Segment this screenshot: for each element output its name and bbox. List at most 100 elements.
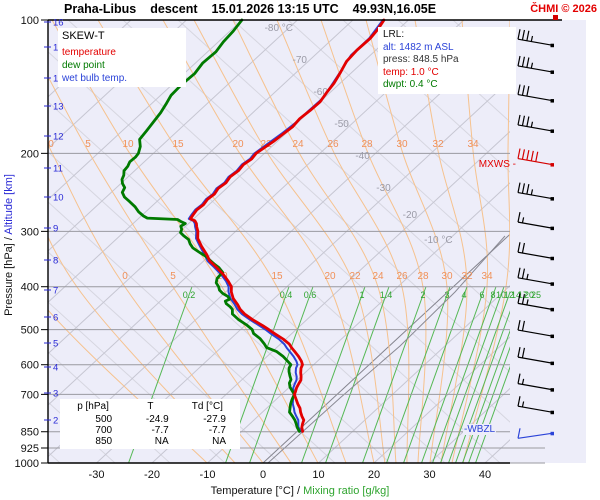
diagram-type-label: SKEW-T — [62, 30, 105, 42]
svg-text:26: 26 — [327, 139, 339, 150]
svg-text:15: 15 — [172, 139, 184, 150]
svg-text:-70: -70 — [293, 55, 308, 66]
svg-text:400: 400 — [21, 282, 39, 294]
svg-text:10: 10 — [122, 139, 134, 150]
station-name: Praha-Libus — [64, 2, 137, 16]
svg-text:3: 3 — [53, 389, 58, 400]
table-row: 700 -7.7 -7.7 — [64, 425, 236, 436]
svg-text:25: 25 — [531, 290, 541, 300]
legend-item-temperature: temperature — [62, 47, 116, 58]
table-cell: NA — [212, 436, 226, 447]
table-header: T — [147, 401, 154, 412]
svg-text:1000: 1000 — [15, 458, 39, 470]
table-cell: 500 — [95, 414, 113, 425]
svg-text:1.4: 1.4 — [380, 290, 393, 300]
lrl-title: LRL: — [383, 29, 405, 40]
legend-item-dew-point: dew point — [62, 60, 105, 71]
wind-barb-wbzl — [517, 428, 554, 439]
svg-text:7: 7 — [53, 286, 58, 297]
svg-text:26: 26 — [396, 271, 408, 282]
table-cell: -27.9 — [203, 414, 226, 425]
wind-barb — [517, 346, 554, 366]
wind-barb — [517, 293, 554, 312]
svg-text:17: 17 — [518, 290, 528, 300]
svg-text:5: 5 — [170, 271, 176, 282]
svg-text:20: 20 — [324, 271, 336, 282]
svg-text:0: 0 — [48, 139, 54, 150]
svg-text:6: 6 — [53, 313, 58, 324]
svg-text:8: 8 — [53, 256, 58, 267]
svg-text:20: 20 — [524, 290, 534, 300]
svg-text:-60: -60 — [313, 87, 328, 98]
wind-barb — [517, 114, 554, 133]
table-cell: -7.7 — [151, 425, 169, 436]
svg-text:0.6: 0.6 — [304, 290, 317, 300]
svg-text:24: 24 — [292, 139, 304, 150]
svg-text:2: 2 — [53, 416, 58, 427]
wind-barb — [517, 84, 554, 103]
copyright-notice: ČHMI © 2026 — [530, 3, 597, 15]
svg-text:1: 1 — [359, 290, 364, 300]
plot-border — [47, 19, 562, 464]
level-data-table: p [hPa] T Td [°C] 500 -24.9 -27.9 700 -7.7 -7.7 8… — [60, 399, 240, 449]
svg-text:-30: -30 — [89, 469, 105, 481]
wind-barb — [517, 242, 554, 261]
svg-text:10: 10 — [496, 290, 506, 300]
svg-text:13: 13 — [53, 102, 64, 113]
svg-text:34: 34 — [467, 139, 479, 150]
wind-barb — [517, 373, 554, 392]
svg-text:32: 32 — [432, 139, 444, 150]
svg-text:0: 0 — [260, 469, 266, 481]
y-axis-title: Pressure [hPa] / Altitude [km] — [3, 174, 15, 316]
chart-title: Praha-Libus descent 15.01.2026 13:15 UTC 49… — [64, 2, 450, 16]
temperature-curve — [188, 18, 386, 433]
table-cell: -7.7 — [208, 425, 226, 436]
station-coords: 49.93N,16.05E — [352, 2, 437, 16]
svg-text:20: 20 — [368, 469, 380, 481]
table-header: Td [°C] — [191, 401, 223, 412]
wind-barb — [517, 182, 554, 201]
wind-barb-mxws — [517, 148, 554, 167]
legend-item-wet-bulb-temp-: wet bulb temp. — [62, 73, 128, 84]
svg-text:24: 24 — [372, 271, 384, 282]
sounding-datetime: 15.01.2026 13:15 UTC — [211, 2, 339, 16]
table-cell: -24.9 — [145, 414, 169, 425]
lrl-info-box: LRL: alt: 1482 m ASL press: 848.5 hPa temp… — [378, 27, 516, 94]
svg-text:12: 12 — [53, 132, 64, 143]
svg-text:-40: -40 — [355, 151, 370, 162]
lrl-info-row: temp: 1.0 °C — [383, 66, 439, 78]
svg-text:2: 2 — [420, 290, 425, 300]
svg-text:-20: -20 — [144, 469, 160, 481]
lrl-info-row: dwpt: 0.4 °C — [383, 79, 438, 90]
wet-bulb-zero-label: -WBZL — [463, 424, 497, 435]
wind-barb — [517, 319, 554, 339]
svg-text:28: 28 — [361, 139, 373, 150]
wind-barbs — [517, 29, 554, 439]
svg-text:10: 10 — [53, 193, 64, 204]
sounding-type: descent — [150, 2, 198, 16]
svg-text:4: 4 — [461, 290, 466, 300]
lrl-info-row: press: 848.5 hPa — [383, 54, 459, 65]
svg-text:-10 °C: -10 °C — [424, 235, 452, 246]
svg-text:30: 30 — [441, 271, 453, 282]
lrl-info-row: alt: 1482 m ASL — [383, 41, 454, 53]
svg-text:Pressure [hPa] / Altitude [k: Pressure [hPa] / Altitude [km] — [3, 174, 15, 316]
svg-text:0: 0 — [122, 271, 128, 282]
svg-text:22: 22 — [349, 271, 361, 282]
pressure-axis-ticks: 100 200 300 400 500 600 700 850 925 1000 — [15, 15, 48, 470]
svg-text:16: 16 — [53, 18, 64, 29]
wind-barb — [517, 29, 554, 48]
svg-text:11: 11 — [53, 164, 63, 175]
svg-text:28: 28 — [417, 271, 429, 282]
svg-text:3: 3 — [444, 290, 449, 300]
svg-text:20: 20 — [232, 139, 244, 150]
svg-text:15: 15 — [271, 271, 283, 282]
moist-adiabat-labels: 0055101015152020222224242626282830303232… — [48, 139, 493, 282]
x-axis-title: Temperature [°C] / Mixing ratio [g/kg] — [211, 485, 390, 497]
svg-text:6: 6 — [479, 290, 484, 300]
table-row: 850 NA NA — [64, 436, 236, 447]
svg-text:34: 34 — [481, 271, 493, 282]
svg-text:30: 30 — [396, 139, 408, 150]
